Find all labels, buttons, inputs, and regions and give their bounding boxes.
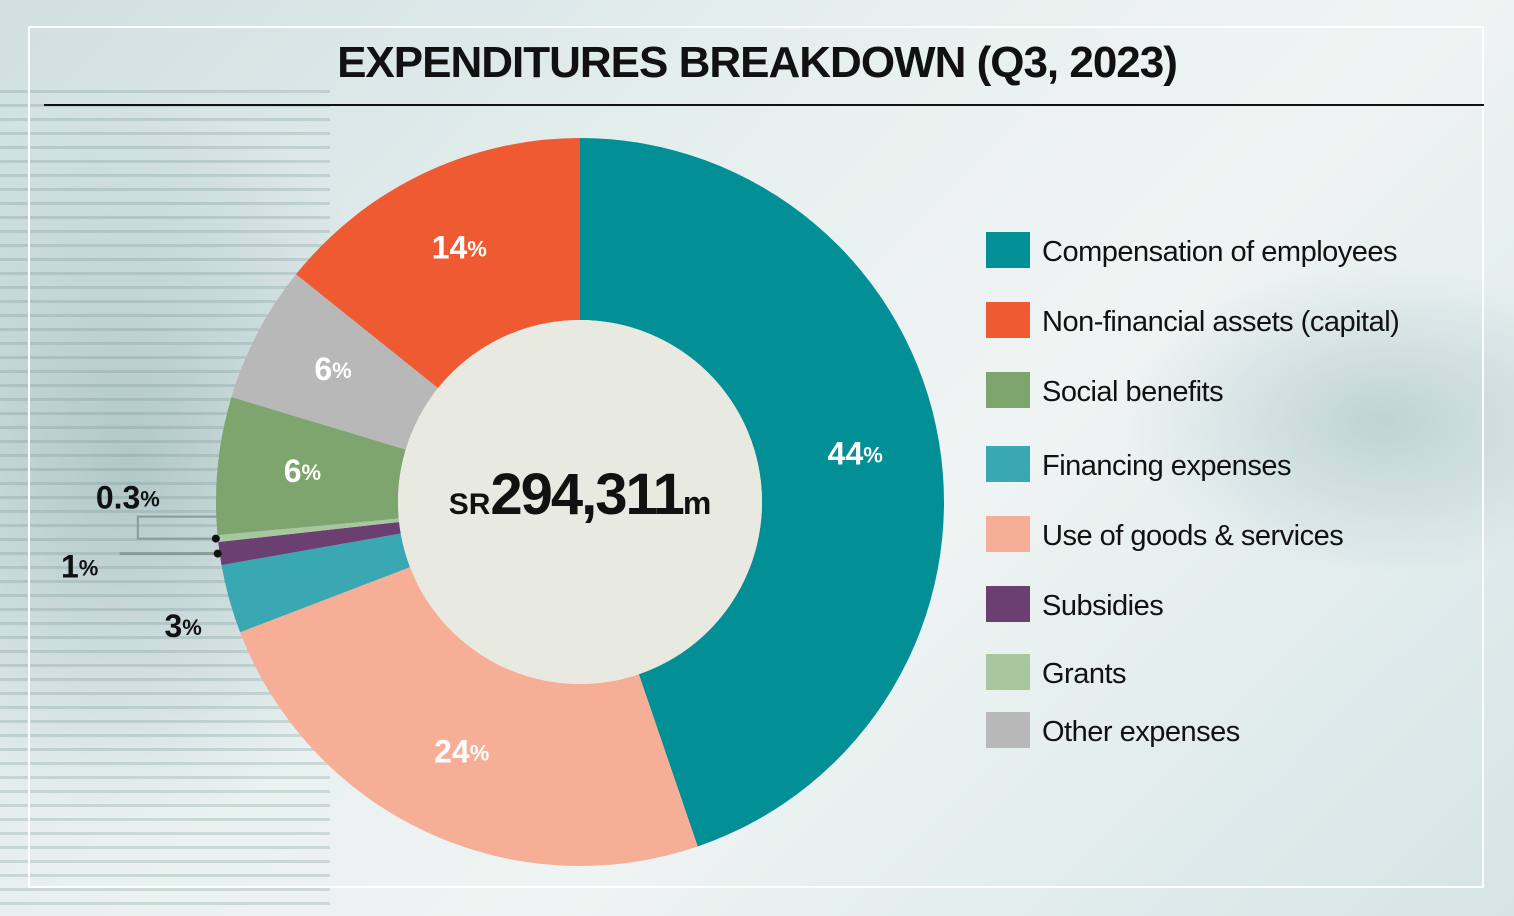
legend-swatch <box>986 232 1030 268</box>
legend-label: Other expenses <box>1042 716 1240 748</box>
leader-dot-subsidies <box>213 549 222 558</box>
legend-label: Use of goods & services <box>1042 520 1344 552</box>
data-label-non-financial-assets-capital: 14% <box>432 230 487 266</box>
donut-slices <box>216 138 945 866</box>
slice-grants <box>217 518 400 543</box>
data-label-other-expenses: 6% <box>314 352 351 388</box>
data-label-social-benefits: 6% <box>284 453 321 489</box>
slice-other-expenses <box>231 274 439 450</box>
legend-swatch <box>986 372 1030 408</box>
center-total-label: SR294,311m <box>449 462 712 527</box>
data-label-subsidies: 1% <box>61 549 98 585</box>
legend-swatch <box>986 712 1030 748</box>
legend-swatch <box>986 654 1030 690</box>
donut-labels: 44% 24% 3% 1% 0.3% 6% 6% 14% <box>61 230 883 770</box>
data-label-compensation-of-employees: 44% <box>828 436 883 472</box>
slice-use-of-goods-services <box>240 567 698 866</box>
slice-non-financial-assets-capital <box>296 138 580 389</box>
title-divider <box>44 104 1484 106</box>
data-label-use-of-goods-services: 24% <box>434 734 489 770</box>
slice-social-benefits <box>216 397 406 536</box>
data-label-grants: 0.3% <box>96 480 160 516</box>
legend-label: Non-financial assets (capital) <box>1042 306 1400 338</box>
legend-label: Compensation of employees <box>1042 236 1398 268</box>
leader-dot-grants <box>211 534 220 543</box>
chart-title: EXPENDITURES BREAKDOWN (Q3, 2023) <box>337 38 1178 87</box>
slice-subsidies <box>218 522 401 566</box>
legend-label: Subsidies <box>1042 590 1164 622</box>
legend-swatch <box>986 302 1030 338</box>
legend-label: Social benefits <box>1042 376 1224 408</box>
leader-line-grants <box>136 515 218 540</box>
legend-swatch <box>986 446 1030 482</box>
legend-label: Financing expenses <box>1042 450 1291 482</box>
white-frame <box>28 26 1484 888</box>
slice-financing-expenses <box>221 533 411 633</box>
legend-swatch <box>986 516 1030 552</box>
legend-label: Grants <box>1042 658 1127 690</box>
slice-compensation-of-employees <box>580 138 945 847</box>
legend-swatch <box>986 586 1030 622</box>
center-disc <box>398 320 762 684</box>
data-label-financing-expenses: 3% <box>165 609 202 645</box>
